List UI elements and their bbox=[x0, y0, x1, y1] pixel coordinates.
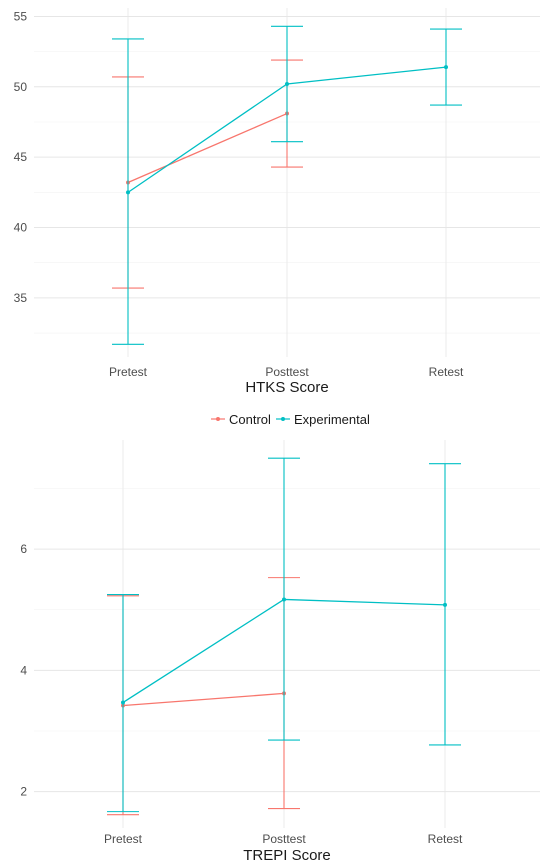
x-axis-title: HTKS Score bbox=[245, 379, 328, 396]
data-point-experimental bbox=[443, 602, 447, 607]
data-point-experimental bbox=[285, 81, 289, 86]
legend-label-experimental: Experimental bbox=[294, 412, 370, 427]
y-tick-label: 55 bbox=[14, 9, 28, 23]
x-tick-label: Retest bbox=[428, 832, 463, 846]
legend-label-control: Control bbox=[229, 412, 271, 427]
y-tick-label: 2 bbox=[20, 785, 27, 799]
data-point-experimental bbox=[121, 700, 125, 705]
y-tick-label: 6 bbox=[20, 542, 27, 556]
x-axis-title: TREPI Score bbox=[243, 847, 331, 864]
trepi-panel: 2 4 6 Pretest Posttest Retest TREPI Score bbox=[20, 440, 540, 864]
x-tick-label: Pretest bbox=[109, 365, 148, 379]
series-line-control bbox=[127, 112, 288, 184]
y-tick-label: 40 bbox=[14, 221, 28, 235]
x-tick-label: Posttest bbox=[262, 832, 306, 846]
series-line-control bbox=[122, 692, 285, 707]
legend: Control Experimental bbox=[211, 412, 370, 427]
legend-item-experimental: Experimental bbox=[276, 412, 370, 427]
y-tick-label: 35 bbox=[14, 291, 28, 305]
legend-item-control: Control bbox=[211, 412, 271, 427]
htks-panel: 35 40 45 50 55 Pretest Posttest Retest HTKS Scor… bbox=[14, 8, 540, 396]
y-tick-label: 4 bbox=[20, 663, 27, 677]
y-tick-label: 45 bbox=[14, 150, 28, 164]
x-tick-label: Pretest bbox=[104, 832, 143, 846]
x-tick-label: Posttest bbox=[265, 365, 309, 379]
data-point-experimental bbox=[282, 597, 286, 602]
x-tick-label: Retest bbox=[429, 365, 464, 379]
y-tick-label: 50 bbox=[14, 80, 28, 94]
data-point-experimental bbox=[444, 65, 448, 70]
data-point-experimental bbox=[126, 190, 130, 195]
